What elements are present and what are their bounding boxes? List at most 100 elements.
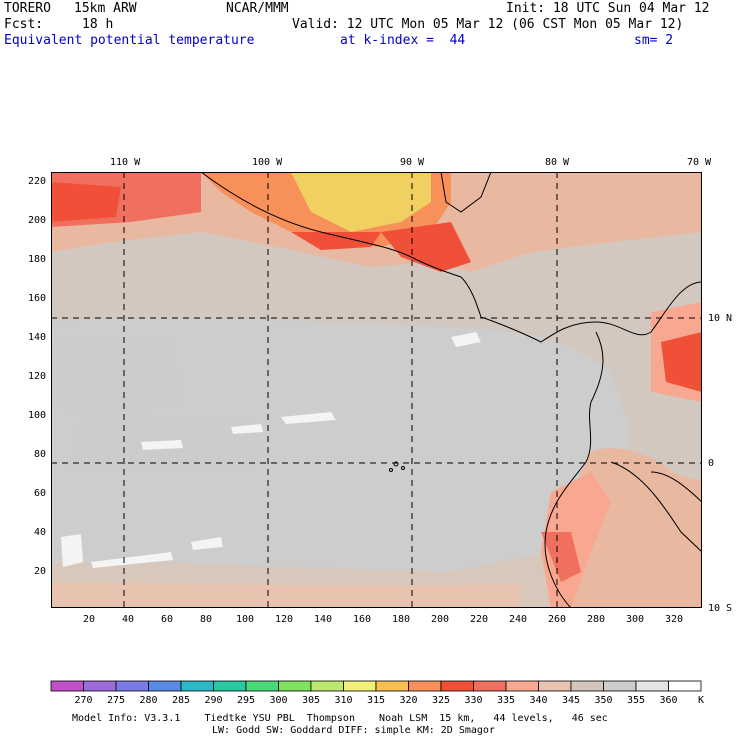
x-grid-label: 80 — [199, 614, 213, 625]
lon-label-80w: 80 W — [544, 157, 570, 168]
x-grid-label: 100 — [235, 614, 255, 625]
x-grid-label: 20 — [82, 614, 96, 625]
x-grid-label: 260 — [547, 614, 567, 625]
x-grid-label: 140 — [313, 614, 333, 625]
colorbar-swatch — [310, 680, 344, 692]
x-grid-label: 200 — [430, 614, 450, 625]
x-grid-label: 60 — [160, 614, 174, 625]
low-value-patch — [281, 412, 336, 424]
x-grid-label: 300 — [625, 614, 645, 625]
map-frame — [51, 172, 702, 608]
andes-hot-spot — [541, 532, 581, 582]
low-value-patch — [61, 534, 83, 567]
central-america-coastline — [200, 172, 702, 343]
colorbar-swatch — [213, 680, 247, 692]
colorbar-value-label: 295 — [236, 695, 256, 706]
y-grid-label: 180 — [27, 254, 46, 265]
colorbar-swatch — [148, 680, 182, 692]
colorbar-swatch — [408, 680, 442, 692]
border-line — [610, 461, 702, 553]
y-grid-label: 220 — [27, 176, 46, 187]
smoothing-value: sm= 2 — [634, 33, 674, 48]
colorbar-value-label: 310 — [334, 695, 353, 706]
colorbar-value-label: 360 — [659, 695, 678, 706]
y-grid-label: 140 — [27, 332, 46, 343]
y-grid-label: 80 — [33, 449, 46, 460]
guatemala-hot-region — [381, 222, 471, 272]
colorbar-value-label: 290 — [204, 695, 223, 706]
colorbar-swatch — [343, 680, 377, 692]
organization: NCAR/MMM — [226, 1, 289, 16]
grey-patch — [51, 338, 181, 412]
y-grid-label: 120 — [27, 371, 46, 382]
x-grid-label: 40 — [121, 614, 135, 625]
colorbar-value-label: 320 — [399, 695, 418, 706]
colorbar-swatch — [83, 680, 117, 692]
grey-ocean-region — [51, 317, 631, 572]
colorbar-swatch — [668, 680, 702, 692]
colorbar-swatch — [473, 680, 507, 692]
colorbar-swatch — [440, 680, 474, 692]
low-value-patch — [231, 424, 263, 434]
border-line — [650, 471, 702, 503]
low-value-patch — [91, 552, 173, 568]
model-name: TORERO — [4, 1, 51, 16]
colorbar-swatch — [505, 680, 539, 692]
y-grid-label: 20 — [33, 566, 46, 577]
colorbar-swatch — [245, 680, 279, 692]
colorbar-swatch — [538, 680, 572, 692]
y-grid-label: 100 — [27, 410, 46, 421]
init-time: Init: 18 UTC Sun 04 Mar 12 — [506, 1, 710, 16]
lon-label-70w: 70 W — [686, 157, 712, 168]
level-index: at k-index = 44 — [340, 33, 466, 48]
lon-label-110w: 110 W — [110, 157, 141, 168]
coastal-hot-strip — [291, 232, 381, 250]
colorbar-value-label: 335 — [496, 695, 516, 706]
colorbar-unit: K — [698, 695, 705, 706]
colorbar-value-label: 340 — [529, 695, 548, 706]
colorbar-swatch — [603, 680, 637, 692]
forecast-hours: 18 h — [82, 17, 114, 32]
colombia-hot-region — [661, 332, 702, 392]
y-grid-label: 200 — [27, 215, 46, 226]
lat-label-10n: 10 N — [708, 313, 733, 324]
colorbar-swatches — [50, 680, 702, 692]
colorbar-value-label: 345 — [561, 695, 581, 706]
low-value-patch — [141, 440, 183, 450]
colorbar — [50, 680, 702, 692]
y-grid-label: 160 — [27, 293, 46, 304]
colorbar-value-label: 355 — [626, 695, 646, 706]
model-resolution: 15km ARW — [74, 1, 137, 16]
southern-warm-band — [51, 582, 521, 608]
colorbar-swatch — [50, 680, 84, 692]
lon-label-90w: 90 W — [399, 157, 425, 168]
forecast-label: Fcst: — [4, 17, 44, 32]
physics-info: LW: Godd SW: Goddard DIFF: simple KM: 2D… — [212, 725, 495, 736]
lat-label-10s: 10 S — [708, 603, 733, 614]
colorbar-value-label: 275 — [106, 695, 126, 706]
x-grid-label: 180 — [391, 614, 411, 625]
hot-core — [51, 182, 121, 222]
colorbar-value-label: 285 — [171, 695, 191, 706]
galapagos-island — [401, 466, 405, 470]
x-grid-label: 220 — [469, 614, 489, 625]
y-grid-label: 40 — [33, 527, 46, 538]
x-grid-label: 120 — [274, 614, 294, 625]
x-grid-label: 160 — [352, 614, 372, 625]
x-grid-label: 320 — [664, 614, 684, 625]
colorbar-swatch — [375, 680, 409, 692]
colorbar-value-label: 280 — [139, 695, 158, 706]
theta-e-map — [51, 172, 702, 608]
colorbar-value-label: 300 — [269, 695, 288, 706]
colorbar-swatch — [180, 680, 214, 692]
galapagos-island — [393, 461, 399, 467]
colorbar-value-label: 330 — [464, 695, 483, 706]
low-value-patch — [451, 332, 481, 347]
colorbar-value-label: 305 — [301, 695, 321, 706]
galapagos-island — [389, 468, 393, 472]
colorbar-swatch — [115, 680, 149, 692]
valid-time: Valid: 12 UTC Mon 05 Mar 12 (06 CST Mon … — [292, 17, 684, 32]
south-america-coastline — [544, 331, 604, 608]
colorbar-value-label: 270 — [74, 695, 93, 706]
colorbar-swatch — [278, 680, 312, 692]
